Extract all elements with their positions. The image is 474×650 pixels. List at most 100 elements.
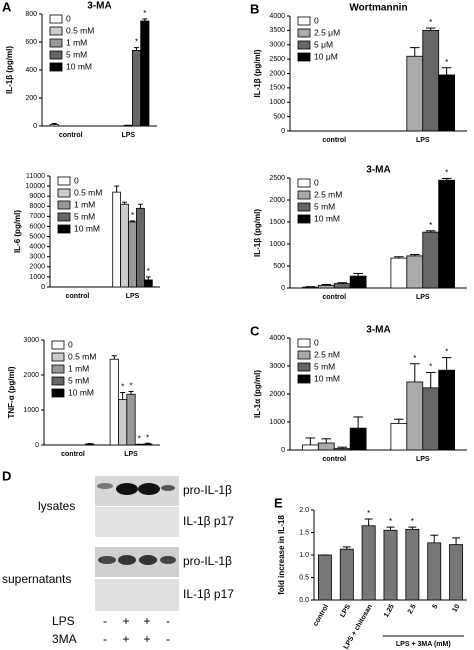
bar	[339, 548, 354, 601]
error-bar	[128, 390, 134, 395]
legend-label: 0.5 mM	[74, 187, 102, 197]
panel-letter: B	[250, 1, 259, 16]
annotation: *	[135, 38, 138, 47]
bar	[317, 554, 332, 601]
y-tick-label: 600	[25, 39, 37, 46]
legend-swatch	[49, 38, 63, 48]
condition-label: 3MA	[52, 632, 77, 646]
bar	[438, 74, 456, 132]
legend-swatch	[57, 212, 71, 222]
error-bar	[337, 446, 347, 449]
y-tick-label: 9000	[29, 193, 45, 200]
bar	[131, 50, 142, 127]
bar	[317, 284, 335, 289]
y-tick-label: 1500	[269, 85, 285, 92]
y-tick-label: 3000	[269, 363, 285, 370]
bar	[383, 529, 398, 601]
y-tick-label: 8000	[29, 203, 45, 210]
error-bar	[408, 526, 417, 530]
chart-title: 3-MA	[366, 165, 390, 176]
bar	[140, 20, 150, 127]
y-tick-label: 1000	[29, 274, 45, 281]
legend-label: 10 mM	[74, 223, 100, 233]
y-tick-label: 2000	[269, 197, 285, 204]
legend-label: 10 mM	[314, 373, 340, 383]
error-bar	[364, 518, 373, 526]
blot-strip	[95, 507, 179, 537]
error-bar	[410, 254, 420, 256]
annotation: *	[429, 18, 432, 27]
bar	[405, 528, 420, 601]
bar	[438, 369, 456, 451]
y-axis-label: IL-1β (pg/ml)	[253, 49, 262, 97]
legend-swatch	[297, 178, 311, 188]
bar	[49, 124, 59, 127]
x-tick-label: LPS	[339, 603, 352, 619]
band-label: pro-IL-1β	[183, 483, 232, 497]
chart-title: 3-MA	[366, 325, 390, 336]
error-bar	[130, 220, 135, 222]
y-tick-label: 4000	[29, 243, 45, 250]
blot-group: supernatants	[2, 572, 71, 586]
annotation: *	[367, 509, 370, 518]
condition-sign: +	[122, 614, 129, 628]
error-bar	[111, 355, 117, 360]
y-tick-label: 1000	[269, 241, 285, 248]
condition-sign: +	[143, 614, 150, 628]
y-tick-label: 11000	[26, 173, 45, 180]
bar	[438, 179, 456, 289]
y-tick-label: 3500	[269, 27, 285, 34]
blot-band	[160, 556, 176, 564]
bar	[85, 443, 95, 446]
bar	[361, 525, 376, 601]
x-tick-label: 10	[451, 603, 461, 613]
bar	[120, 203, 129, 288]
error-bar	[120, 392, 126, 400]
y-axis-label: IL-1α (pg/ml)	[253, 370, 262, 418]
y-tick-label: 2500	[269, 175, 285, 182]
bar	[449, 544, 464, 601]
legend-label: 0	[66, 13, 71, 23]
bar	[333, 448, 351, 451]
y-tick-label: 0	[35, 442, 39, 449]
annotation: *	[389, 517, 392, 526]
legend-label: 5 μM	[314, 39, 333, 49]
error-bar	[441, 177, 452, 181]
y-tick-label: 0	[281, 285, 285, 292]
bar	[128, 221, 137, 288]
y-tick-label: 400	[25, 67, 37, 74]
error-bar	[138, 203, 143, 209]
annotation: *	[146, 433, 149, 442]
y-tick-label: 200	[25, 95, 37, 102]
legend-swatch	[297, 190, 311, 200]
y-tick-label: 800	[25, 11, 37, 18]
bar	[349, 275, 367, 289]
annotation: *	[129, 382, 132, 391]
legend-swatch	[57, 176, 71, 186]
annotation: *	[131, 211, 134, 220]
error-bar	[452, 537, 461, 545]
legend-swatch	[51, 340, 65, 350]
annotation: *	[413, 354, 416, 363]
legend-swatch	[297, 362, 311, 372]
legend-label: 0.5 mM	[66, 25, 94, 35]
error-bar	[342, 546, 351, 550]
bar	[143, 443, 153, 446]
y-tick-label: 0	[281, 447, 285, 454]
chart-title: 3-MA	[87, 1, 111, 12]
error-bar	[394, 256, 404, 259]
legend-swatch	[297, 202, 311, 212]
y-tick-label: 2000	[269, 70, 285, 77]
y-tick-label: 2000	[269, 391, 285, 398]
band-label: IL-1β p17	[183, 514, 234, 528]
annotation: *	[445, 58, 448, 67]
error-bar	[114, 185, 120, 193]
y-tick-label: 0	[33, 123, 37, 130]
blot-group: lysates	[38, 499, 75, 513]
condition-sign: -	[103, 632, 107, 646]
bar	[143, 279, 153, 288]
bar	[118, 399, 128, 446]
error-bar	[410, 363, 420, 382]
bar	[427, 542, 442, 601]
